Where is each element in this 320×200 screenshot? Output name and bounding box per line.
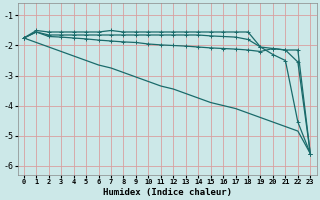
X-axis label: Humidex (Indice chaleur): Humidex (Indice chaleur) xyxy=(103,188,232,197)
